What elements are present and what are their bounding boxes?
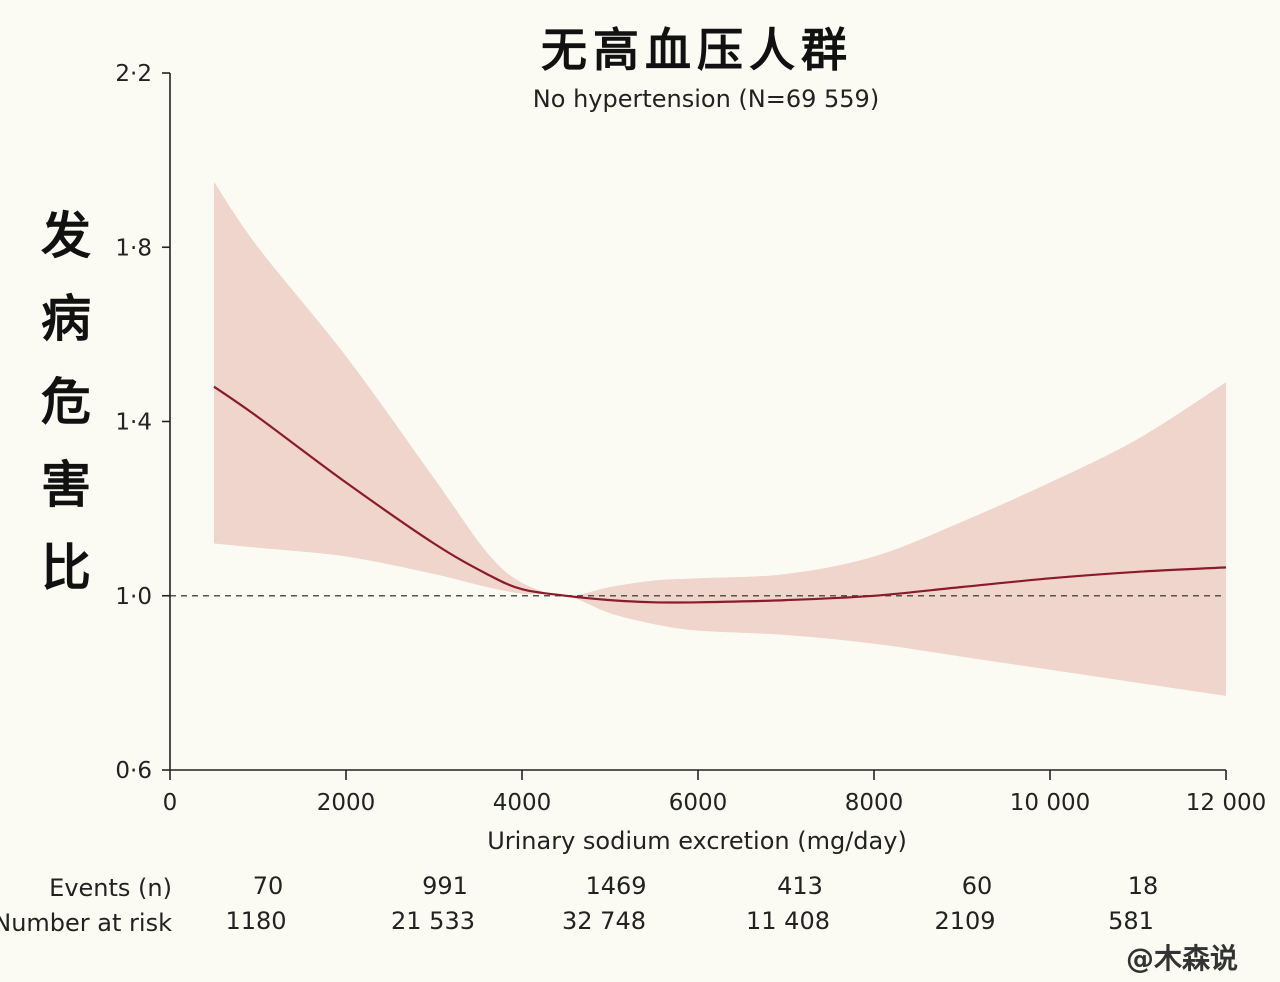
at-risk-value: 11 408 bbox=[746, 907, 830, 935]
x-tick-label: 0 bbox=[163, 790, 178, 816]
at-risk-row-label: Number at risk bbox=[0, 909, 172, 937]
chart-title: 无高血压人群 bbox=[541, 23, 853, 77]
at-risk-value: 1180 bbox=[225, 907, 286, 935]
x-tick-label: 6000 bbox=[669, 790, 728, 816]
at-risk-value: 581 bbox=[1108, 907, 1154, 935]
events-row-label: Events (n) bbox=[49, 874, 172, 902]
events-value: 60 bbox=[962, 872, 993, 900]
y-tick-label: 1·8 bbox=[115, 235, 152, 261]
at-risk-value: 32 748 bbox=[562, 907, 646, 935]
x-tick-label: 8000 bbox=[845, 790, 904, 816]
x-tick-label: 12 000 bbox=[1186, 790, 1266, 816]
watermark-text: @木森说 bbox=[1126, 942, 1238, 975]
x-tick-label: 2000 bbox=[317, 790, 376, 816]
events-value: 991 bbox=[422, 872, 468, 900]
y-axis-label-char: 危 bbox=[41, 373, 91, 431]
events-value: 413 bbox=[777, 872, 823, 900]
y-tick-label: 2·2 bbox=[115, 61, 152, 87]
y-axis-label-char: 比 bbox=[41, 539, 91, 597]
y-tick-label: 0·6 bbox=[115, 758, 152, 784]
chart-subtitle: No hypertension (N=69 559) bbox=[533, 85, 879, 113]
events-value: 18 bbox=[1128, 872, 1159, 900]
y-tick-label: 1·0 bbox=[115, 584, 152, 610]
x-tick-label: 4000 bbox=[493, 790, 552, 816]
events-value: 70 bbox=[253, 872, 284, 900]
y-axis-label-char: 病 bbox=[41, 290, 91, 348]
at-risk-value: 2109 bbox=[934, 907, 995, 935]
at-risk-value: 21 533 bbox=[391, 907, 475, 935]
x-axis-label: Urinary sodium excretion (mg/day) bbox=[487, 827, 907, 855]
confidence-band bbox=[214, 181, 1226, 696]
events-value: 1469 bbox=[585, 872, 646, 900]
y-axis-label-char: 害 bbox=[41, 456, 91, 514]
hazard-ratio-line bbox=[213, 385, 1227, 604]
y-tick-label: 1·4 bbox=[115, 410, 152, 436]
y-axis-label-char: 发 bbox=[41, 207, 91, 265]
x-tick-label: 10 000 bbox=[1010, 790, 1090, 816]
